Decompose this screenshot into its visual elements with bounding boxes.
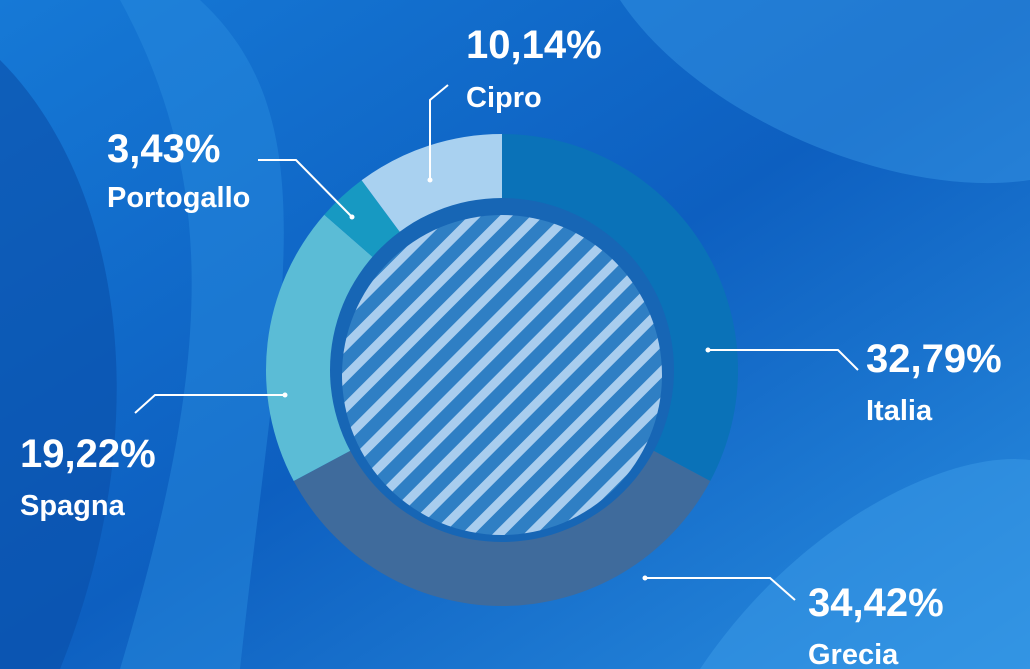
value-label: 19,22% xyxy=(20,432,156,476)
category-label: Portogallo xyxy=(107,182,250,214)
leader-dot xyxy=(642,575,648,581)
slice xyxy=(324,180,401,259)
leader-line xyxy=(134,394,285,414)
category-label: Italia xyxy=(866,395,933,427)
inner-hatch xyxy=(342,215,662,535)
value-label: 34,42% xyxy=(808,581,944,625)
leader-line xyxy=(258,159,353,218)
value-label: 32,79% xyxy=(866,337,1002,381)
donut xyxy=(265,134,738,606)
bg-swirl xyxy=(620,0,1030,184)
slice xyxy=(361,134,502,234)
category-label: Spagna xyxy=(20,490,126,522)
bg-swirl xyxy=(0,60,117,669)
leader-dot xyxy=(349,214,355,220)
slice xyxy=(265,214,374,481)
leader-line xyxy=(645,577,796,601)
leader-dot xyxy=(282,392,288,398)
category-label: Grecia xyxy=(808,639,899,669)
bg-swirl xyxy=(700,459,1030,669)
value-label: 3,43% xyxy=(107,127,220,171)
value-label: 10,14% xyxy=(466,23,602,67)
leader-dot xyxy=(705,347,711,353)
category-label: Cipro xyxy=(466,82,542,114)
labels: 32,79% Italia 34,42% Grecia 19,22% Spagna 3,43… xyxy=(20,23,1002,669)
leader-dot xyxy=(427,177,433,183)
leader-line xyxy=(429,84,449,180)
leader-line xyxy=(708,349,859,371)
bg-swirl xyxy=(120,0,284,669)
slice xyxy=(502,134,738,481)
slice xyxy=(293,449,711,606)
